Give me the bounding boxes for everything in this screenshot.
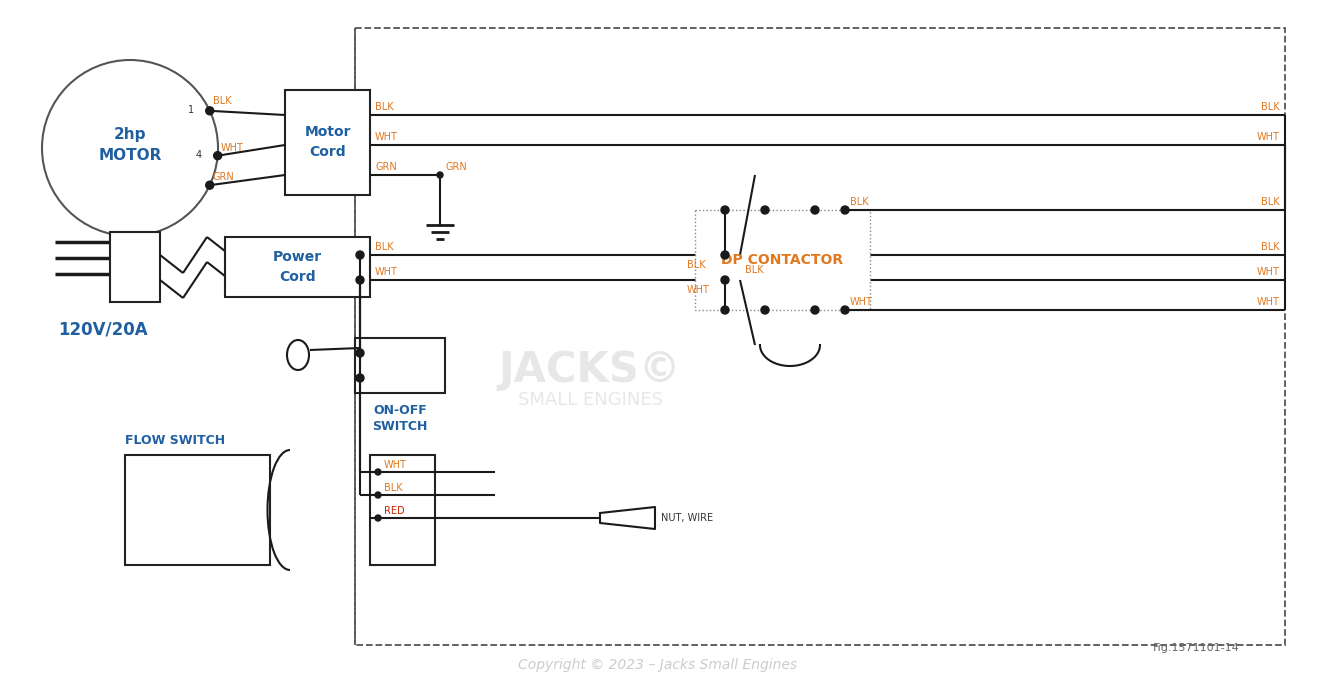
Text: Cord: Cord (309, 145, 346, 159)
Text: GRN: GRN (375, 162, 396, 172)
Text: Power: Power (273, 250, 323, 264)
Text: BLK: BLK (375, 102, 394, 112)
Text: Cord: Cord (279, 270, 316, 284)
Text: Fig.1571101-14: Fig.1571101-14 (1154, 643, 1241, 653)
Text: RED: RED (385, 506, 404, 516)
Text: GRN: GRN (213, 172, 234, 182)
Text: WHT: WHT (375, 267, 398, 277)
Circle shape (356, 349, 363, 357)
Text: FLOW SWITCH: FLOW SWITCH (125, 435, 225, 447)
Text: WHT: WHT (849, 297, 873, 307)
Text: BLK: BLK (1262, 197, 1280, 207)
Bar (695, 210, 871, 310)
Circle shape (356, 276, 363, 284)
Text: BLK: BLK (687, 260, 706, 270)
Circle shape (356, 251, 363, 259)
Circle shape (375, 515, 381, 521)
Text: GRN: GRN (445, 162, 466, 172)
Circle shape (720, 251, 730, 259)
Circle shape (205, 181, 213, 189)
Text: BLK: BLK (745, 265, 764, 275)
Text: ON-OFF: ON-OFF (373, 405, 427, 417)
Circle shape (842, 206, 849, 214)
Text: 1: 1 (188, 105, 194, 115)
Text: SMALL ENGINES: SMALL ENGINES (518, 391, 662, 409)
Text: BLK: BLK (1262, 102, 1280, 112)
Text: 120V/20A: 120V/20A (58, 321, 148, 339)
Text: Motor: Motor (304, 126, 350, 140)
Text: MOTOR: MOTOR (99, 148, 162, 164)
Circle shape (761, 206, 769, 214)
Text: WHT: WHT (1258, 132, 1280, 142)
Circle shape (213, 152, 221, 159)
Bar (125, 455, 270, 565)
Circle shape (811, 306, 819, 314)
Bar (356, 338, 445, 393)
Text: WHT: WHT (1258, 267, 1280, 277)
Circle shape (437, 172, 443, 178)
Text: WHT: WHT (375, 132, 398, 142)
Circle shape (761, 306, 769, 314)
Bar (225, 237, 370, 297)
Circle shape (375, 492, 381, 498)
Circle shape (720, 276, 730, 284)
Circle shape (356, 374, 363, 382)
Bar (111, 232, 159, 302)
Text: BLK: BLK (385, 483, 403, 493)
Text: WHT: WHT (221, 143, 244, 152)
Text: BLK: BLK (213, 96, 232, 106)
Bar (356, 28, 1285, 645)
Circle shape (375, 469, 381, 475)
Text: NUT, WIRE: NUT, WIRE (661, 513, 712, 523)
Text: 4: 4 (196, 150, 202, 159)
Text: BLK: BLK (849, 197, 869, 207)
Bar (284, 90, 370, 195)
Bar (370, 455, 435, 565)
Text: 2hp: 2hp (113, 127, 146, 141)
Circle shape (842, 306, 849, 314)
Text: BLK: BLK (1262, 242, 1280, 252)
Circle shape (720, 306, 730, 314)
Circle shape (720, 206, 730, 214)
Text: JACKS©: JACKS© (499, 349, 681, 391)
Text: WHT: WHT (385, 460, 407, 470)
Text: BLK: BLK (375, 242, 394, 252)
Circle shape (811, 206, 819, 214)
Text: DP CONTACTOR: DP CONTACTOR (722, 253, 844, 267)
Text: Copyright © 2023 – Jacks Small Engines: Copyright © 2023 – Jacks Small Engines (519, 658, 798, 672)
Text: SWITCH: SWITCH (373, 419, 428, 433)
Text: WHT: WHT (1258, 297, 1280, 307)
Circle shape (42, 60, 219, 236)
Circle shape (205, 107, 213, 115)
Text: WHT: WHT (687, 285, 710, 295)
